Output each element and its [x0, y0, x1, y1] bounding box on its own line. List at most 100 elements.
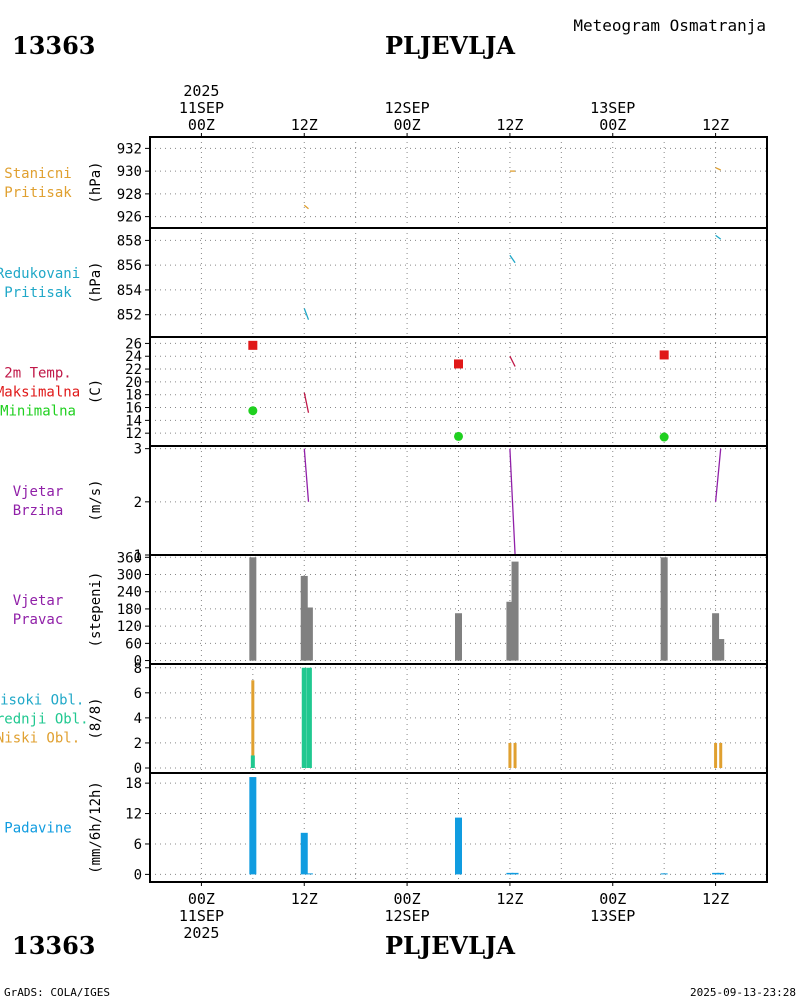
- panel-label: Maksimalna: [0, 385, 80, 401]
- series-line: [303, 308, 310, 320]
- panel-frame: [149, 663, 768, 774]
- series-line: [715, 167, 721, 171]
- y-tick-label: 18: [125, 388, 142, 404]
- y-tick-label: 6: [134, 686, 142, 702]
- y-tick-label: 2: [134, 495, 142, 511]
- panel-frame: [149, 227, 768, 338]
- bar: [660, 873, 668, 875]
- y-tick-label: 14: [125, 413, 142, 429]
- station-name-bottom: PLJEVLJA: [385, 931, 515, 960]
- y-tick-label: 300: [117, 568, 142, 584]
- station-name-top: PLJEVLJA: [385, 31, 515, 60]
- y-tick-label: 12: [125, 426, 142, 442]
- y-axis-label: (stepeni): [88, 572, 104, 648]
- y-tick-label: 18: [125, 776, 142, 792]
- series-line: [509, 254, 516, 264]
- x-tick-label-top: 11SEP: [179, 99, 224, 117]
- x-tick-label-top: 12SEP: [385, 99, 430, 117]
- x-tick-label-bottom: 12Z: [702, 890, 729, 908]
- bar: [513, 742, 517, 768]
- panel-label: Redukovani: [0, 266, 80, 282]
- y-axis-label: (mm/6h/12h): [88, 781, 104, 874]
- panel-label: Vjetar: [13, 484, 64, 500]
- bar: [660, 557, 668, 661]
- station-id-bottom: 13363: [12, 931, 96, 960]
- bar: [506, 601, 514, 661]
- y-axis-label: (m/s): [88, 479, 104, 521]
- bar: [712, 872, 720, 875]
- panel-label: Brzina: [13, 503, 64, 519]
- y-tick-label: 180: [117, 602, 142, 618]
- y-tick-label: 1: [134, 548, 142, 564]
- x-tick-label-top: 12Z: [702, 116, 729, 134]
- bar: [508, 742, 512, 768]
- y-tick-label: 928: [117, 187, 142, 203]
- bar: [511, 872, 519, 875]
- panel-frame: [149, 772, 768, 883]
- bar: [305, 873, 313, 875]
- y-tick-label: 932: [117, 141, 142, 157]
- bar: [249, 777, 257, 875]
- x-tick-label-top: 00Z: [394, 116, 421, 134]
- panel-label: Visoki Obl.: [0, 693, 84, 709]
- panel-label: Stanicni: [4, 166, 71, 182]
- x-tick-label-top: 00Z: [188, 116, 215, 134]
- y-tick-label: 8: [134, 661, 142, 677]
- x-tick-label-bottom: 13SEP: [590, 907, 635, 925]
- y-tick-label: 856: [117, 258, 142, 274]
- y-tick-label: 60: [125, 636, 142, 652]
- y-tick-label: 4: [134, 711, 142, 727]
- y-tick-label: 3: [134, 442, 142, 458]
- x-tick-label-bottom: 00Z: [188, 890, 215, 908]
- series-line: [303, 392, 310, 413]
- y-tick-label: 0: [134, 654, 142, 670]
- series-line: [715, 234, 722, 240]
- bar: [719, 742, 723, 768]
- panel-label: Niski Obl.: [0, 731, 80, 747]
- y-tick-label: 0: [134, 867, 142, 883]
- y-tick-label: 20: [125, 375, 142, 391]
- series-line: [303, 448, 310, 502]
- timestamp-text: 2025-09-13-23:28: [690, 986, 796, 999]
- x-tick-label-top: 12Z: [291, 116, 318, 134]
- bar: [506, 872, 514, 875]
- x-tick-label-bottom: 12Z: [496, 890, 523, 908]
- panel-label: 2m Temp.: [4, 366, 71, 382]
- y-axis-label: (hPa): [88, 261, 104, 303]
- panel-precipitation: 0 6 12 18 (mm/6h/12h) Padavine: [4, 772, 768, 883]
- panel-label: Pravac: [13, 612, 64, 628]
- x-tick-label-bottom: 11SEP: [179, 907, 224, 925]
- panel-frame: [149, 336, 768, 447]
- y-tick-label: 360: [117, 550, 142, 566]
- panel-frame: [149, 445, 768, 556]
- y-tick-label: 0: [134, 761, 142, 777]
- y-tick-label: 22: [125, 362, 142, 378]
- panel-label: Srednji Obl.: [0, 712, 89, 728]
- series-line: [714, 448, 722, 502]
- y-tick-label: 16: [125, 401, 142, 417]
- x-tick-label-bottom: 12Z: [291, 890, 318, 908]
- y-tick-label: 120: [117, 619, 142, 635]
- x-tick-label-bottom: 00Z: [394, 890, 421, 908]
- bar: [300, 575, 308, 661]
- panel-label: Pritisak: [4, 285, 72, 301]
- bar: [251, 680, 255, 768]
- panel-label: Padavine: [4, 821, 71, 837]
- bar: [455, 613, 462, 661]
- y-tick-label: 2: [134, 736, 142, 752]
- bar: [306, 667, 312, 768]
- panel-reduced-pressure: 852 854 856 858 (hPa) Redukovani Pritisak: [0, 227, 768, 338]
- x-tick-label-bottom: 12SEP: [385, 907, 430, 925]
- bar: [717, 639, 725, 661]
- bar: [305, 607, 313, 661]
- min-temp-marker: [659, 432, 669, 442]
- bar: [717, 872, 725, 875]
- bar: [714, 742, 718, 768]
- credit-text: GrADS: COLA/IGES: [4, 986, 110, 999]
- min-temp-marker: [248, 406, 258, 416]
- panel-label: Pritisak: [4, 185, 72, 201]
- series-line: [509, 355, 516, 367]
- y-tick-label: 240: [117, 585, 142, 601]
- bar: [455, 817, 462, 875]
